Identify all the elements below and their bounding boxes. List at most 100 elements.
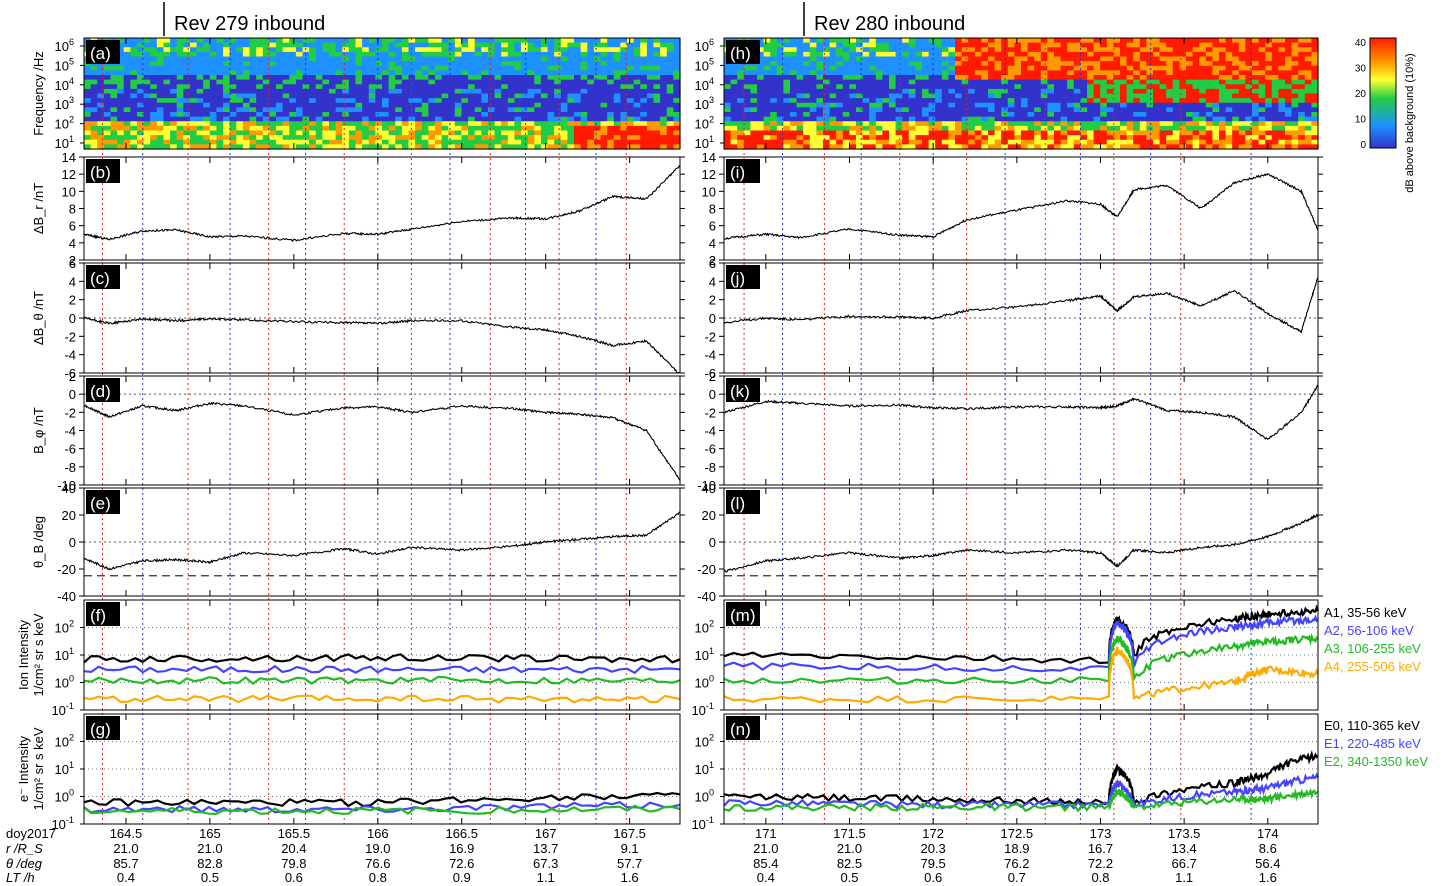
- spectrogram-cell: [1146, 107, 1154, 113]
- spectrogram-cell: [269, 112, 277, 118]
- spectrogram-cell: [1027, 88, 1035, 95]
- spectrogram-cell: [315, 102, 323, 108]
- spectrogram-cell: [434, 98, 443, 104]
- spectrogram-cell: [889, 65, 897, 71]
- spectrogram-cell: [961, 42, 969, 48]
- spectrogram-cell: [908, 135, 916, 141]
- spectrogram-cell: [1073, 84, 1081, 90]
- spectrogram-cell: [362, 65, 370, 71]
- spectrogram-cell: [521, 88, 529, 95]
- spectrogram-cell: [660, 107, 668, 113]
- spectrogram-cell: [1034, 38, 1042, 44]
- spectrogram-cell: [816, 112, 824, 118]
- y-tick-label: 100: [54, 674, 74, 691]
- spectrogram-cell: [737, 144, 745, 150]
- spectrogram-cell: [368, 125, 376, 132]
- spectrogram-cell: [534, 139, 542, 145]
- spectrogram-cell: [176, 116, 184, 122]
- spectrogram-cell: [302, 65, 310, 71]
- spectrogram-cell: [935, 135, 943, 141]
- spectrogram-cell: [988, 93, 996, 99]
- spectrogram-cell: [1219, 79, 1227, 85]
- spectrogram-cell: [375, 38, 383, 44]
- spectrogram-cell: [1186, 38, 1194, 44]
- spectrogram-cell: [1054, 135, 1062, 141]
- spectrogram-cell: [895, 88, 903, 95]
- spectrogram-cell: [560, 112, 569, 118]
- spectrogram-cell: [527, 144, 535, 150]
- spectrogram-cell: [790, 47, 798, 53]
- spectrogram-cell: [889, 75, 897, 81]
- spectrogram-cell: [770, 84, 778, 90]
- spectrogram-cell: [796, 144, 804, 150]
- panel-letter-bg: [726, 159, 760, 183]
- spectrogram-cell: [1034, 88, 1042, 95]
- spectrogram-cell: [1271, 51, 1279, 58]
- spectrogram-cell: [1001, 79, 1009, 85]
- spectrogram-cell: [613, 56, 621, 62]
- spectrogram-cell: [534, 102, 542, 108]
- spectrogram-cell: [574, 47, 582, 53]
- spectrogram-cell: [1007, 51, 1015, 58]
- panel-letter-bg: [726, 378, 760, 402]
- spectrogram-cell: [1080, 38, 1088, 44]
- spectrogram-cell: [981, 42, 989, 48]
- grid-layer: [84, 38, 1318, 824]
- spectrogram-cell: [660, 125, 668, 132]
- spectrogram-cell: [1205, 38, 1213, 44]
- spectrogram-cell: [1304, 47, 1312, 53]
- spectrogram-cell: [289, 130, 297, 136]
- spectrogram-cell: [1054, 47, 1062, 53]
- spectrogram-cell: [315, 47, 323, 53]
- spectrogram-cell: [309, 98, 317, 104]
- spectrogram-cell: [1080, 51, 1088, 58]
- spectrogram-cell: [842, 88, 850, 95]
- spectrogram-cell: [640, 75, 648, 81]
- spectrogram-cell: [1133, 65, 1141, 71]
- spectrogram-cell: [666, 51, 674, 58]
- spectrogram-cell: [315, 70, 323, 76]
- spectrogram-cell: [1007, 88, 1015, 95]
- spectrogram-cell: [1080, 93, 1088, 99]
- spectrogram-cell: [189, 65, 198, 71]
- spectrogram-cell: [408, 56, 416, 62]
- spectrogram-cell: [309, 130, 317, 136]
- spectrogram-cell: [421, 98, 429, 104]
- spectrogram-cell: [613, 38, 621, 44]
- spectrogram-cell: [889, 84, 897, 90]
- spectrogram-cell: [1001, 70, 1009, 76]
- spectrogram-cell: [796, 130, 804, 136]
- spectrogram-cell: [163, 61, 171, 67]
- spectrogram-cell: [1258, 135, 1266, 141]
- spectrogram-cell: [816, 56, 824, 62]
- spectrogram-cell: [1278, 47, 1286, 53]
- spectrogram-cell: [737, 102, 745, 108]
- spectrogram-cell: [1179, 102, 1187, 108]
- spectrogram-cell: [574, 70, 582, 76]
- spectrogram-cell: [935, 107, 943, 113]
- spectrogram-cell: [823, 88, 831, 95]
- spectrogram-cell: [994, 98, 1002, 104]
- spectrogram-cell: [941, 130, 949, 136]
- spectrogram-cell: [1100, 144, 1108, 150]
- spectrogram-cell: [315, 139, 323, 145]
- spectrogram-cell: [203, 135, 211, 141]
- spectrogram-cell: [90, 98, 98, 104]
- y-tick-label: -4: [704, 424, 716, 439]
- spectrogram-cell: [348, 88, 357, 95]
- spectrogram-cell: [322, 75, 330, 81]
- spectrogram-cell: [527, 112, 535, 118]
- spectrogram-cell: [613, 47, 621, 53]
- spectrogram-cell: [1212, 125, 1220, 132]
- spectrogram-cell: [236, 93, 244, 99]
- spectrogram-cell: [388, 61, 396, 67]
- spectrogram-cell: [1285, 130, 1293, 136]
- spectrogram-cell: [315, 42, 323, 48]
- spectrogram-cell: [1133, 102, 1141, 108]
- spectrogram-cell: [829, 51, 837, 58]
- spectrogram-cell: [653, 112, 661, 118]
- spectrogram-cell: [620, 107, 628, 113]
- spectrogram-cell: [130, 125, 138, 132]
- spectrogram-cell: [823, 51, 831, 58]
- spectrogram-cell: [1054, 139, 1062, 145]
